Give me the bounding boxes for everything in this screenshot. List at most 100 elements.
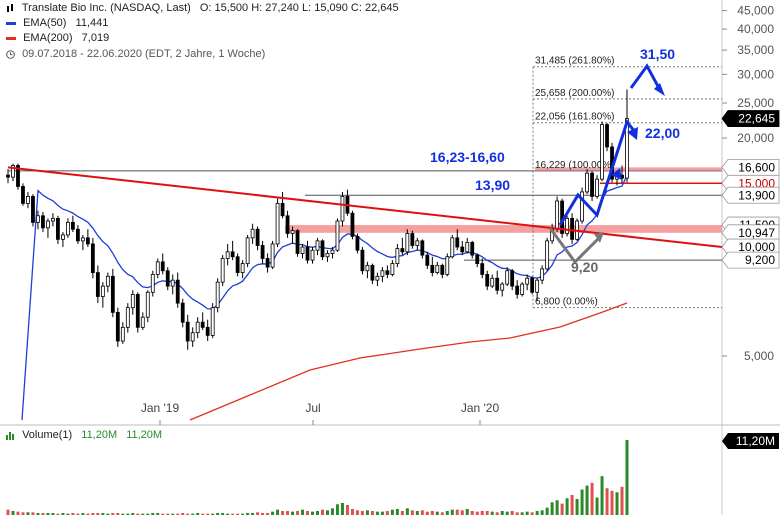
candle-body	[175, 279, 180, 304]
candle-body	[420, 240, 425, 256]
volume-bar	[256, 512, 260, 515]
candle-body	[165, 270, 170, 287]
candle-body	[595, 178, 599, 197]
y-tick-label: 5,000	[744, 349, 774, 363]
fib-label: 16,229 (100.00%)	[535, 160, 615, 171]
fib-label: 25,658 (200.00%)	[535, 88, 615, 99]
candle-body	[400, 248, 405, 253]
price-tag	[721, 251, 780, 269]
candle-body	[135, 293, 140, 328]
ohlc-values: O: 15,500 H: 27,240 L: 15,090 C: 22,645	[199, 2, 399, 14]
candle-body	[335, 220, 340, 251]
swing-arrow-head	[594, 232, 604, 243]
candle-body	[395, 248, 400, 265]
volume-bar	[480, 510, 484, 515]
candle-body	[100, 285, 105, 297]
volume-bar	[36, 512, 40, 515]
volume-bar	[41, 512, 45, 515]
volume-bar	[246, 512, 250, 515]
volume-bar	[375, 511, 379, 515]
volume-bar	[575, 498, 579, 515]
volume-bar	[231, 513, 235, 515]
volume-bar	[136, 513, 140, 515]
candle-body	[370, 264, 375, 281]
candle-body	[585, 172, 589, 193]
price-tag-label: 10,000	[738, 240, 775, 254]
candle-body	[445, 256, 450, 275]
volume-bar	[291, 511, 295, 515]
volume-legend: Volume(1) 11,20M 11,20M	[6, 429, 162, 441]
volume-bar	[380, 511, 384, 515]
volume-bar	[435, 511, 439, 515]
ema200-value: 7,019	[81, 32, 110, 44]
volume-bar	[216, 512, 220, 515]
volume-bar	[86, 513, 90, 515]
candle-body	[600, 124, 604, 180]
candle-body	[85, 237, 90, 245]
candlestick-icon	[6, 3, 15, 13]
candle-body	[505, 270, 510, 285]
volume-bar	[550, 502, 554, 515]
candle-body	[105, 275, 110, 287]
annotation-9-20: 9,20	[571, 259, 598, 275]
candle-body	[11, 165, 15, 178]
volume-bar	[76, 513, 80, 515]
candle-body	[225, 251, 230, 259]
volume-bar	[191, 513, 195, 515]
candle-body	[205, 326, 210, 336]
annotation-31-50: 31,50	[640, 46, 675, 62]
candle-body	[555, 200, 560, 230]
candle-body	[115, 311, 120, 342]
candle-body	[220, 258, 225, 283]
candle-body	[290, 230, 295, 234]
ema50-swatch	[6, 21, 16, 25]
candle-body	[475, 254, 480, 265]
clock-icon	[6, 49, 15, 59]
candle-body	[110, 275, 115, 313]
volume-bar	[281, 510, 285, 515]
price-tag-label: 15,000	[738, 176, 775, 190]
candle-body	[460, 246, 465, 253]
volume-bar	[151, 512, 155, 515]
candle-body	[200, 321, 205, 328]
volume-bar	[316, 510, 319, 515]
volume-bar	[445, 510, 449, 515]
volume-bar	[166, 513, 170, 515]
volume-bar	[221, 512, 225, 515]
volume-bar	[465, 508, 469, 515]
volume-bar	[51, 512, 55, 515]
volume-bar	[46, 512, 50, 515]
candle-body	[180, 302, 185, 323]
volume-bar	[545, 507, 549, 515]
candle-body	[210, 307, 215, 336]
volume-bar	[540, 510, 544, 515]
fib-label: 6,800 (0.00%)	[535, 297, 598, 308]
volume-bars-icon	[6, 431, 15, 440]
volume-bar	[400, 510, 404, 515]
x-tick-label: Jan '19	[141, 401, 180, 415]
volume-bar	[595, 497, 599, 515]
volume-bar	[555, 500, 559, 515]
candle-body	[90, 243, 95, 273]
fib-label: 31,485 (261.80%)	[535, 56, 615, 67]
volume-bar	[111, 512, 115, 515]
candle-body	[95, 272, 100, 297]
volume-tag-label: 11,20M	[736, 434, 775, 448]
volume-bar	[266, 512, 270, 515]
volume-bar	[171, 513, 175, 515]
candle-body	[190, 332, 195, 342]
candle-body	[510, 270, 515, 287]
volume-bar	[470, 510, 474, 515]
candle-body	[46, 220, 50, 229]
volume-bar	[560, 503, 564, 515]
legend-range: 09.07.2018 - 22.06.2020 (EDT, 2 Jahre, 1…	[6, 48, 265, 60]
candle-body	[21, 186, 25, 204]
candle-body	[570, 217, 574, 240]
candle-body	[280, 202, 285, 217]
volume-bar	[590, 482, 594, 515]
candle-body	[520, 283, 525, 295]
candle-body	[500, 283, 505, 291]
y-tick-label: 35,000	[737, 43, 774, 57]
candle-body	[80, 237, 85, 242]
